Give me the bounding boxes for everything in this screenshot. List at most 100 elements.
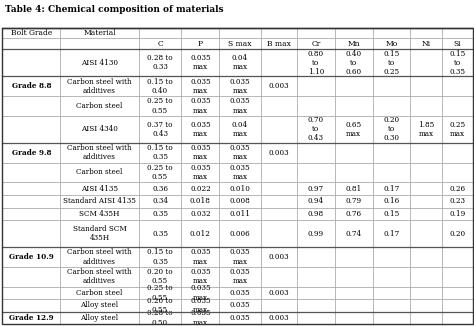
Text: 0.035
max: 0.035 max (190, 144, 210, 161)
Bar (138, 247, 182, 267)
Text: 0.37 to
0.43: 0.37 to 0.43 (147, 121, 173, 138)
Text: 0.035
max: 0.035 max (230, 268, 250, 285)
Text: 0.15
to
0.25: 0.15 to 0.25 (383, 50, 400, 76)
Text: P: P (198, 40, 203, 48)
Bar (261, 163, 297, 182)
Bar (335, 220, 373, 247)
Bar (261, 143, 297, 163)
Text: 0.40
to
0.60: 0.40 to 0.60 (346, 50, 362, 76)
Bar (261, 287, 297, 299)
Text: SCM 435H: SCM 435H (79, 210, 120, 218)
Bar (219, 267, 261, 287)
Text: 0.35: 0.35 (152, 230, 168, 238)
Text: Carbon steel with
additives: Carbon steel with additives (67, 78, 132, 95)
Bar (410, 28, 442, 38)
Bar (373, 96, 410, 116)
Bar (261, 195, 297, 208)
Bar (138, 220, 182, 247)
Bar (335, 163, 373, 182)
Text: 0.035
max: 0.035 max (190, 54, 210, 71)
Bar (335, 28, 373, 38)
Bar (373, 28, 410, 38)
Bar (335, 208, 373, 220)
Text: AISI 4340: AISI 4340 (81, 125, 118, 133)
Bar (219, 38, 261, 49)
Bar (297, 182, 335, 195)
Bar (219, 96, 261, 116)
Text: 0.022: 0.022 (190, 185, 211, 193)
Bar (2, 76, 60, 96)
Bar (373, 143, 410, 163)
Bar (2, 287, 60, 299)
Bar (410, 247, 442, 267)
Text: Carbon steel: Carbon steel (76, 102, 123, 110)
Bar (442, 195, 473, 208)
Text: 0.17: 0.17 (383, 185, 400, 193)
Bar (410, 287, 442, 299)
Text: 0.035
max: 0.035 max (190, 248, 210, 266)
Bar (60, 182, 138, 195)
Text: 0.15 to
0.35: 0.15 to 0.35 (147, 144, 173, 161)
Bar (138, 182, 182, 195)
Text: 0.010: 0.010 (229, 185, 250, 193)
Text: 0.003: 0.003 (268, 314, 289, 322)
Text: B max: B max (267, 40, 291, 48)
Text: C: C (157, 40, 163, 48)
Text: 1.85
max: 1.85 max (418, 121, 434, 138)
Bar (442, 208, 473, 220)
Text: 0.20
to
0.30: 0.20 to 0.30 (383, 116, 400, 142)
Bar (373, 208, 410, 220)
Text: 0.28 to
0.50: 0.28 to 0.50 (147, 309, 173, 326)
Bar (335, 182, 373, 195)
Text: 0.34: 0.34 (152, 197, 168, 205)
Bar (60, 312, 138, 324)
Text: 0.035
max: 0.035 max (190, 121, 210, 138)
Bar (261, 38, 297, 49)
Bar (261, 208, 297, 220)
Text: 0.81: 0.81 (346, 185, 362, 193)
Bar (297, 267, 335, 287)
Text: 0.012: 0.012 (190, 230, 211, 238)
Text: 0.15
to
0.35: 0.15 to 0.35 (449, 50, 465, 76)
Text: 0.25
max: 0.25 max (449, 121, 465, 138)
Text: Grade 10.9: Grade 10.9 (9, 253, 54, 261)
Bar (410, 195, 442, 208)
Bar (60, 38, 138, 49)
Bar (442, 267, 473, 287)
Text: Alloy steel: Alloy steel (81, 302, 118, 309)
Bar (138, 195, 182, 208)
Bar (335, 38, 373, 49)
Text: 0.25 to
0.55: 0.25 to 0.55 (147, 97, 173, 114)
Bar (138, 287, 182, 299)
Text: 0.003: 0.003 (268, 149, 289, 157)
Bar (261, 182, 297, 195)
Text: 0.19: 0.19 (449, 210, 465, 218)
Text: 0.80
to
1.10: 0.80 to 1.10 (308, 50, 324, 76)
Bar (60, 116, 138, 143)
Text: 0.20 to
0.55: 0.20 to 0.55 (147, 297, 173, 314)
Bar (2, 195, 60, 208)
Bar (410, 267, 442, 287)
Bar (60, 96, 138, 116)
Bar (442, 38, 473, 49)
Bar (442, 76, 473, 96)
Text: 0.35: 0.35 (152, 210, 168, 218)
Bar (60, 28, 138, 38)
Bar (219, 76, 261, 96)
Bar (261, 96, 297, 116)
Bar (60, 195, 138, 208)
Bar (138, 312, 182, 324)
Bar (219, 247, 261, 267)
Text: 0.035
max: 0.035 max (230, 248, 250, 266)
Text: 0.035
max: 0.035 max (230, 144, 250, 161)
Bar (373, 49, 410, 76)
Text: 0.23: 0.23 (449, 197, 465, 205)
Bar (373, 116, 410, 143)
Bar (335, 247, 373, 267)
Bar (442, 49, 473, 76)
Text: 0.032: 0.032 (190, 210, 210, 218)
Bar (182, 220, 219, 247)
Bar (182, 28, 219, 38)
Text: 0.035
max: 0.035 max (190, 309, 210, 326)
Bar (2, 28, 60, 38)
